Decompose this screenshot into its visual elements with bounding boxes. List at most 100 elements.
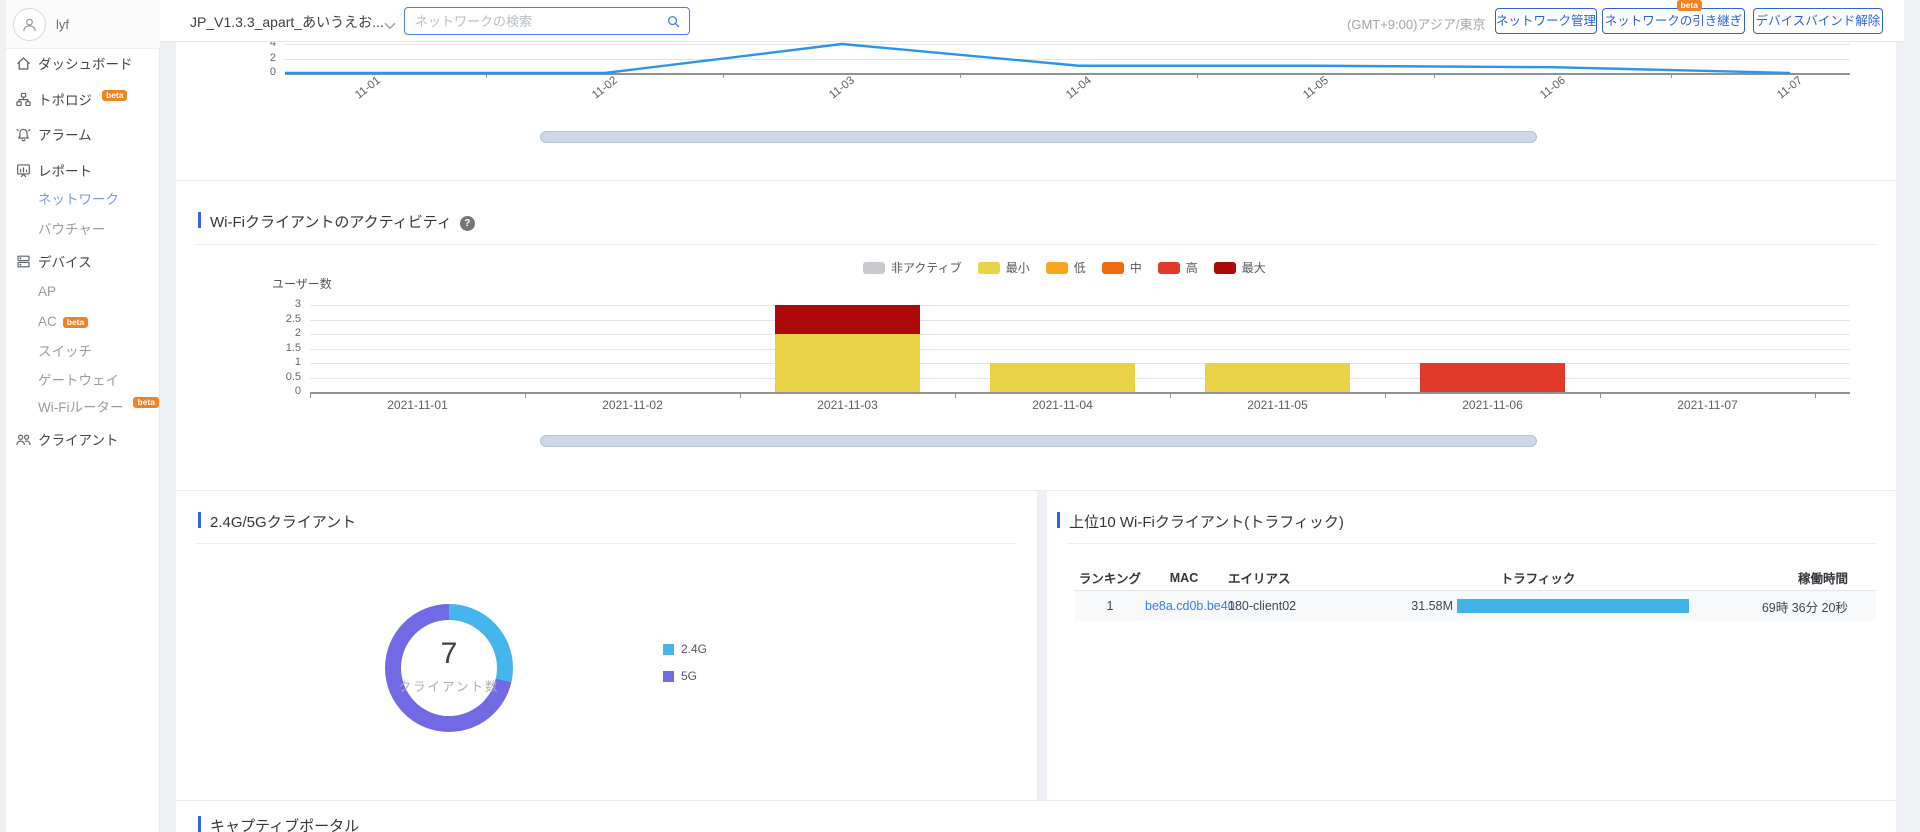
gridline bbox=[310, 305, 1850, 306]
chevron-down-icon[interactable] bbox=[384, 17, 396, 35]
table-row[interactable]: 1 be8a.cd0b.be40 180-client02 31.58M 69時 36分… bbox=[1075, 591, 1876, 621]
panel-gap bbox=[1037, 491, 1047, 800]
report-content-card: 0 2 4 11-01 11-02 11-03 11-04 11-05 11-06 11-07 W… bbox=[176, 42, 1896, 832]
sidebar-item-label: Wi-Fiルーター beta bbox=[38, 396, 159, 416]
sidebar-item-device-ap[interactable]: AP bbox=[0, 280, 160, 302]
axis-tick bbox=[960, 74, 961, 78]
network-manage-button[interactable]: ネットワーク管理 bbox=[1495, 8, 1597, 34]
sidebar-item-client[interactable]: クライアント bbox=[0, 428, 160, 450]
sidebar-item-report-network[interactable]: ネットワーク bbox=[0, 187, 160, 209]
wifi-activity-bar-chart: ユーザー数 0 0.5 1 1.5 2 2.5 3 2021-11-01 2021-11-02 2… bbox=[176, 181, 1896, 490]
y-tick-label: 2 bbox=[269, 51, 276, 64]
sidebar-item-label: アラーム bbox=[38, 128, 92, 143]
user-name: lyf bbox=[56, 17, 69, 32]
sidebar-item-label: ネットワーク bbox=[38, 192, 119, 207]
legend-item-非アクティブ: 非アクティブ bbox=[863, 259, 962, 276]
network-handover-button[interactable]: ネットワークの引き継ぎ beta bbox=[1602, 0, 1745, 34]
x-tick-label: 2021-11-07 bbox=[1677, 398, 1738, 412]
bar-segment-最小[interactable] bbox=[775, 334, 920, 392]
section-accent-bar bbox=[198, 816, 201, 832]
bar-segment-最大[interactable] bbox=[775, 305, 920, 334]
legend-label: 5G bbox=[681, 669, 698, 683]
section-divider bbox=[176, 800, 1896, 801]
column-header-5: 稼働時間 bbox=[1797, 572, 1848, 586]
band-clients-panel: 2.4G/5Gクライアント 7 クライアント数 2.4G 5G bbox=[176, 491, 1037, 800]
top-clients-title: 上位10 Wi-Fiクライアント(トラフィック) bbox=[1069, 514, 1344, 531]
legend-item-中: 中 bbox=[1101, 259, 1142, 276]
alias-cell: 180-client02 bbox=[1228, 599, 1297, 613]
sidebar: lyf ダッシュボードトポロジ beta アラームレポートネットワークバウチャーデバ… bbox=[0, 0, 160, 832]
legend-swatch bbox=[1045, 261, 1068, 274]
sidebar-item-alarm[interactable]: アラーム bbox=[0, 123, 160, 145]
line-chart-zoom-slider[interactable] bbox=[540, 131, 1537, 143]
axis-tick bbox=[740, 394, 741, 398]
x-tick-label: 2021-11-04 bbox=[1032, 398, 1093, 412]
section-divider bbox=[176, 490, 1896, 491]
legend-label: 中 bbox=[1129, 261, 1142, 275]
beta-badge: beta bbox=[1676, 0, 1702, 11]
report-icon bbox=[15, 162, 32, 179]
avatar bbox=[13, 8, 46, 41]
sidebar-item-topology[interactable]: トポロジ beta bbox=[0, 88, 160, 110]
column-header-1: ランキング bbox=[1078, 572, 1142, 586]
network-trend-line-chart: 0 2 4 11-01 11-02 11-03 11-04 11-05 11-06 11-07 bbox=[176, 42, 1896, 180]
x-tick-label: 2021-11-06 bbox=[1462, 398, 1523, 412]
trend-line-series bbox=[285, 42, 1791, 75]
help-icon[interactable]: ? bbox=[459, 216, 475, 231]
column-header-3: エイリアス bbox=[1228, 572, 1291, 586]
bar-segment-最小[interactable] bbox=[1205, 363, 1350, 392]
sidebar-item-device-ac[interactable]: AC beta bbox=[0, 310, 160, 332]
sidebar-item-report[interactable]: レポート bbox=[0, 159, 160, 181]
device-unbind-button[interactable]: デバイスバインド解除 bbox=[1753, 8, 1883, 34]
title-hairline bbox=[196, 244, 1876, 245]
y-tick-label: 2.5 bbox=[285, 312, 301, 325]
sidebar-item-device-wifi-router[interactable]: Wi-Fiルーター beta bbox=[0, 395, 160, 417]
bar-segment-高[interactable] bbox=[1420, 363, 1565, 392]
sidebar-item-dashboard[interactable]: ダッシュボード bbox=[0, 52, 160, 74]
network-selector[interactable]: JP_V1.3.3_apart_あいうえお... bbox=[190, 14, 384, 30]
mac-cell[interactable]: be8a.cd0b.be40 bbox=[1145, 599, 1235, 613]
activity-legend: 非アクティブ 最小 低 中 高 最大 bbox=[863, 259, 1282, 276]
y-tick-label: 0.5 bbox=[285, 370, 301, 383]
sidebar-item-device-switch[interactable]: スイッチ bbox=[0, 339, 160, 361]
rank-cell: 1 bbox=[1106, 599, 1114, 613]
traffic-bar bbox=[1457, 599, 1689, 613]
gridline bbox=[310, 319, 1850, 321]
legend-label: 低 bbox=[1073, 261, 1086, 275]
gridline bbox=[285, 58, 1850, 60]
sidebar-item-label: ダッシュボード bbox=[38, 57, 133, 72]
bar-chart-zoom-slider[interactable] bbox=[540, 435, 1537, 447]
axis-tick bbox=[1385, 394, 1386, 398]
bar-chart-y-axis-title: ユーザー数 bbox=[272, 277, 332, 291]
sidebar-item-report-voucher[interactable]: バウチャー bbox=[0, 217, 160, 239]
y-tick-label: 0 bbox=[269, 66, 276, 78]
x-tick-label: 2021-11-05 bbox=[1247, 398, 1308, 412]
gridline bbox=[310, 334, 1850, 335]
axis-tick bbox=[486, 74, 487, 78]
search-icon[interactable] bbox=[666, 14, 681, 34]
sidebar-item-device-gateway[interactable]: ゲートウェイ bbox=[0, 368, 160, 390]
legend-item-最小: 最小 bbox=[977, 259, 1030, 276]
home-icon bbox=[15, 55, 32, 72]
table-header-row: ランキング MAC エイリアス トラフィック 稼働時間 bbox=[1075, 565, 1876, 591]
sidebar-item-device[interactable]: デバイス bbox=[0, 250, 160, 272]
bar-segment-最小[interactable] bbox=[990, 363, 1135, 392]
legend-swatch bbox=[1101, 261, 1124, 274]
user-row[interactable]: lyf bbox=[0, 0, 160, 49]
legend-item-高: 高 bbox=[1157, 259, 1198, 276]
axis-tick bbox=[1197, 74, 1198, 78]
search-input[interactable] bbox=[415, 9, 655, 33]
axis-tick bbox=[525, 394, 526, 398]
sidebar-item-label: トポロジ beta bbox=[38, 89, 128, 109]
title-hairline bbox=[1067, 543, 1876, 544]
y-tick-label: 4 bbox=[269, 42, 276, 49]
top-clients-panel: 上位10 Wi-Fiクライアント(トラフィック) ランキング MAC エイリアス トラ… bbox=[1047, 491, 1896, 800]
legend-item-最大: 最大 bbox=[1213, 259, 1266, 276]
legend-swatch bbox=[663, 643, 674, 655]
sidebar-item-label: AP bbox=[38, 283, 57, 299]
page-scrollbar-track[interactable] bbox=[1904, 0, 1920, 832]
section-accent-bar bbox=[198, 212, 201, 228]
alarm-icon bbox=[15, 126, 32, 143]
captive-portal-title: キャプティブポータル bbox=[210, 818, 360, 832]
band-clients-title: 2.4G/5Gクライアント bbox=[210, 514, 357, 531]
